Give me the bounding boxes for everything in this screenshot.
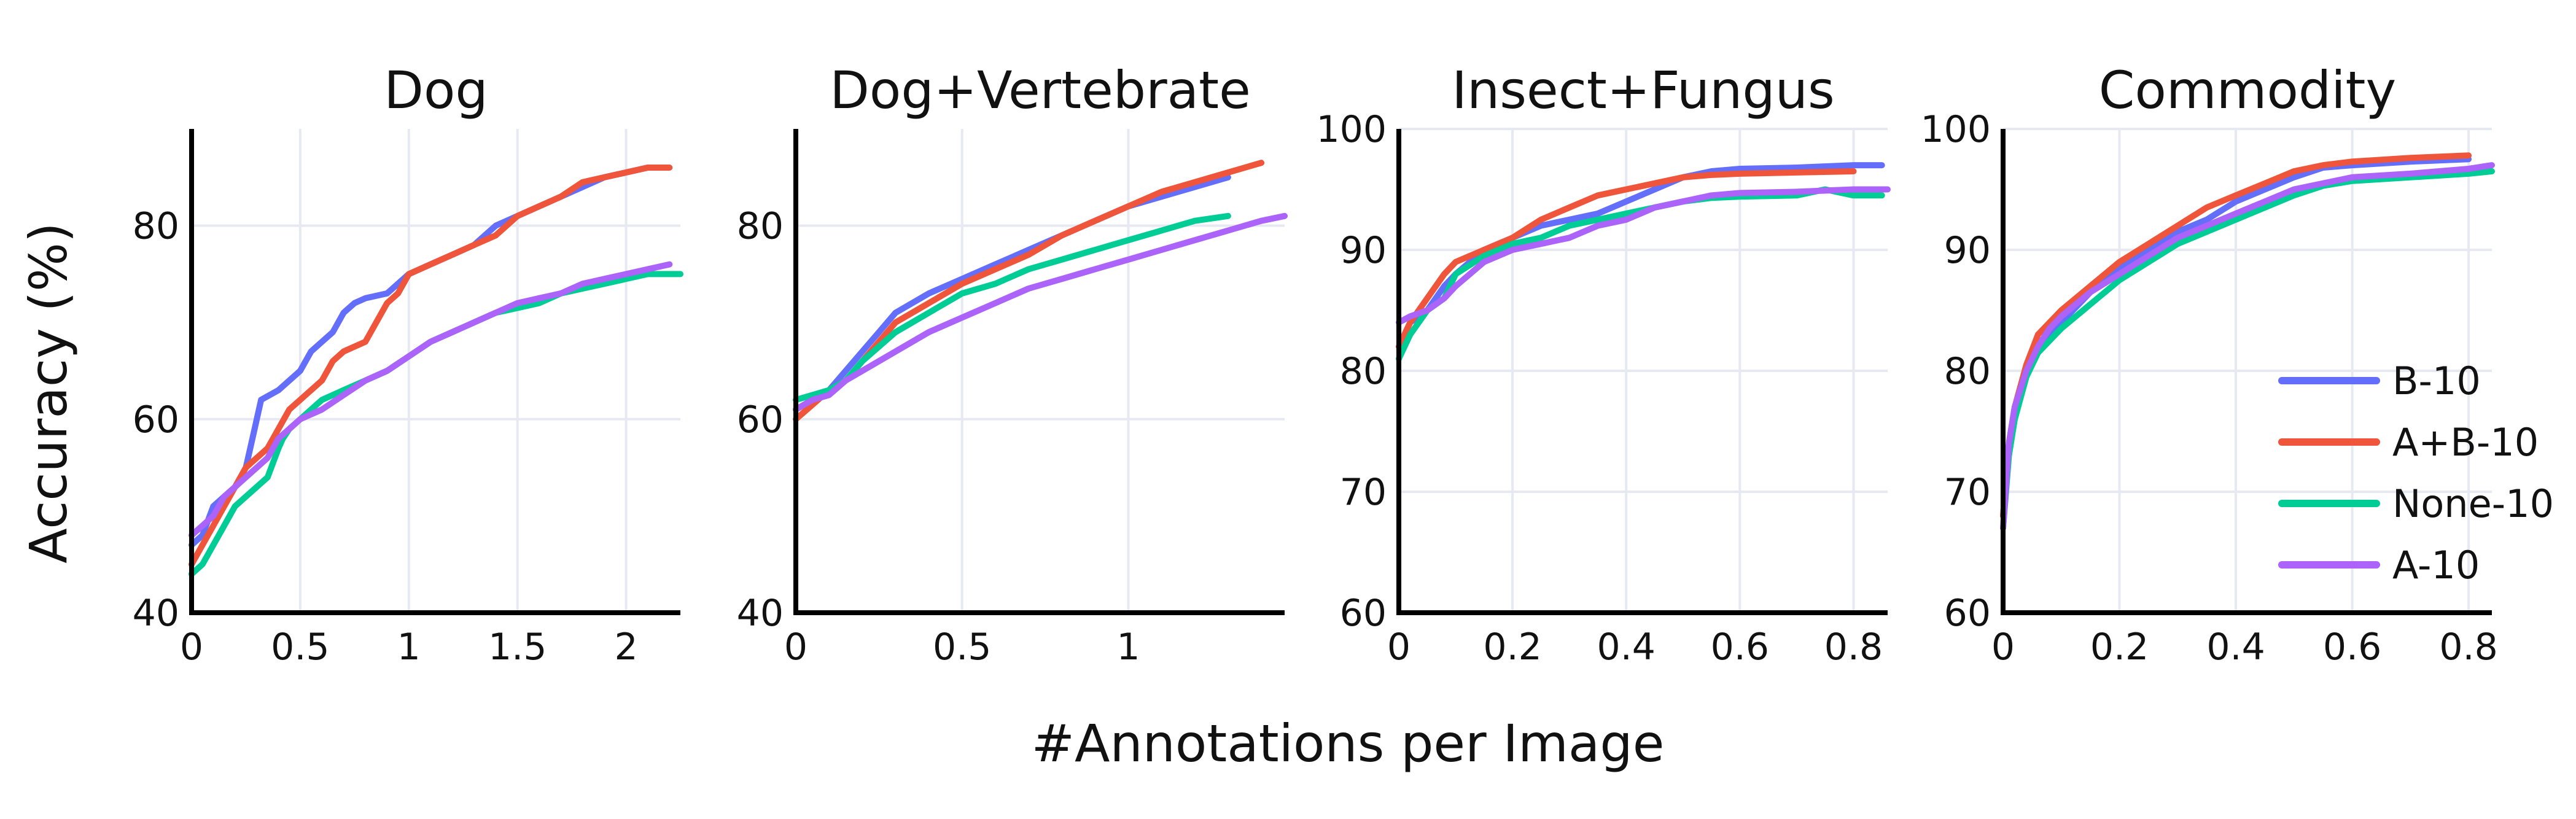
y-tick-label: 80 (1340, 350, 1387, 393)
legend-item-a-b-10: A+B-10 (2278, 420, 2539, 465)
panel-dog-vertebrate: 40 60 80 0 0.5 1 Dog+Vertebrate (737, 60, 1288, 669)
series-line-a-10 (1396, 186, 1891, 326)
x-tick-label: 1.5 (488, 626, 547, 669)
x-tick-label: 2 (614, 626, 637, 669)
x-tick-label: 0.5 (271, 626, 329, 669)
series-line-none-10 (189, 271, 683, 577)
y-tick-label: 60 (737, 398, 784, 441)
x-axis-label: #Annotations per Image (1032, 713, 1665, 774)
x-tick-label: 0 (180, 626, 203, 669)
legend: B-10 A+B-10 None-10 A-10 (2278, 359, 2554, 588)
x-tick-label: 1 (1116, 626, 1140, 669)
series-line-b-10 (1396, 162, 1885, 350)
y-tick-label: 40 (133, 592, 179, 635)
series-line-b-10 (189, 165, 669, 548)
x-tick-label: 0 (1991, 626, 2015, 669)
x-tick-label: 0.5 (933, 626, 991, 669)
x-tick-label: 0.2 (1483, 626, 1541, 669)
y-tick-label: 40 (737, 592, 784, 635)
series-line-a-b-10 (189, 165, 673, 568)
panel-title: Commodity (2099, 60, 2396, 120)
series-line-a-10 (793, 212, 1288, 413)
x-tick-label: 0.6 (2323, 626, 2381, 669)
y-tick-label: 60 (133, 398, 179, 441)
panel-title: Insect+Fungus (1452, 60, 1834, 120)
panel-title: Dog (384, 60, 488, 120)
x-tick-label: 0.8 (1824, 626, 1883, 669)
panel-insect-fungus: 60 70 80 90 100 0 0.2 0.4 0.6 0.8 Insect+Fungus (1316, 60, 1891, 669)
legend-label: A-10 (2392, 543, 2480, 588)
y-tick-label: 100 (1920, 108, 1991, 151)
y-tick-label: 80 (737, 205, 784, 248)
y-tick-label: 70 (1944, 471, 1991, 514)
y-tick-label: 100 (1316, 108, 1387, 151)
legend-label: A+B-10 (2392, 420, 2539, 465)
x-tick-label: 0.6 (1711, 626, 1769, 669)
x-tick-label: 0 (1387, 626, 1411, 669)
x-tick-label: 0.4 (1597, 626, 1656, 669)
y-tick-label: 90 (1340, 229, 1387, 272)
y-tick-label: 60 (1340, 592, 1387, 635)
panel-dog: 40 60 80 0 0.5 1 1.5 2 Dog (133, 60, 683, 669)
y-tick-label: 80 (1944, 350, 1991, 393)
x-tick-label: 0.4 (2206, 626, 2265, 669)
y-tick-label: 70 (1340, 471, 1387, 514)
panel-commodity: 60 70 80 90 100 0 0.2 0.4 0.6 0.8 Commodity (1920, 60, 2497, 669)
series-line-a-10 (2000, 162, 2495, 532)
x-tick-label: 0.2 (2090, 626, 2149, 669)
y-tick-label: 60 (1944, 592, 1991, 635)
legend-label: None-10 (2392, 481, 2554, 526)
y-tick-label: 80 (133, 205, 179, 248)
legend-item-b-10: B-10 (2278, 359, 2481, 403)
x-tick-label: 0 (784, 626, 807, 669)
x-tick-label: 1 (397, 626, 421, 669)
series-line-a-10 (189, 261, 673, 538)
panel-title: Dog+Vertebrate (830, 60, 1251, 120)
panels: 40 60 80 0 0.5 1 1.5 2 Dog 40 60 80 0 0.5 1 Dog+Vertebr… (133, 60, 2498, 669)
series-line-a-b-10 (1396, 168, 1857, 350)
legend-item-a-10: A-10 (2278, 543, 2480, 588)
y-tick-label: 90 (1944, 229, 1991, 272)
series-line-none-10 (2000, 168, 2495, 532)
legend-item-none-10: None-10 (2278, 481, 2554, 526)
x-tick-label: 0.8 (2439, 626, 2497, 669)
y-axis-label: Accuracy (%) (18, 222, 79, 564)
legend-label: B-10 (2392, 359, 2481, 403)
